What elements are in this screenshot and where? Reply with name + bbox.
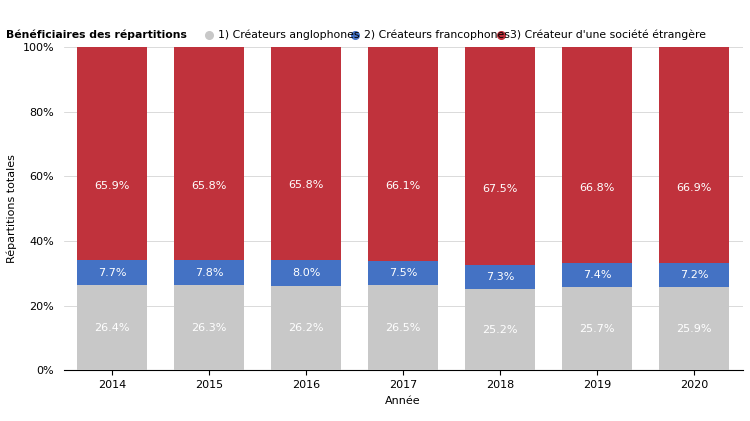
Text: 65.9%: 65.9% <box>94 181 130 191</box>
Text: 26.2%: 26.2% <box>289 323 324 333</box>
Text: 25.9%: 25.9% <box>676 324 712 333</box>
Text: 7.7%: 7.7% <box>98 268 127 278</box>
Bar <box>368 285 438 370</box>
Text: 7.8%: 7.8% <box>195 268 223 278</box>
Bar <box>659 47 729 264</box>
Text: 66.1%: 66.1% <box>386 181 421 191</box>
Text: 25.2%: 25.2% <box>482 325 518 335</box>
Bar <box>368 261 438 285</box>
Bar <box>77 285 147 370</box>
Text: 26.3%: 26.3% <box>191 323 227 333</box>
Text: 7.2%: 7.2% <box>680 270 708 280</box>
Bar <box>659 264 729 287</box>
Bar <box>562 288 632 370</box>
Text: 7.5%: 7.5% <box>389 268 417 278</box>
Text: 66.8%: 66.8% <box>579 183 615 193</box>
Text: Médias traditionnels : Répartitions aux créateurs de la SOCAN en fonction de la : Médias traditionnels : Répartitions aux … <box>6 7 750 17</box>
Text: 67.5%: 67.5% <box>482 184 518 194</box>
Text: 2) Créateurs francophones: 2) Créateurs francophones <box>364 29 510 40</box>
Text: Bénéficiaires des répartitions: Bénéficiaires des répartitions <box>6 29 187 40</box>
Text: 1) Créateurs anglophones: 1) Créateurs anglophones <box>217 29 359 40</box>
Bar <box>272 260 341 286</box>
Bar <box>465 47 535 265</box>
Bar <box>368 47 438 261</box>
Text: 7.4%: 7.4% <box>583 270 611 280</box>
Text: 65.8%: 65.8% <box>289 181 324 190</box>
Text: 7.3%: 7.3% <box>486 272 514 282</box>
Text: 25.7%: 25.7% <box>579 324 615 334</box>
Bar <box>174 48 244 260</box>
Bar <box>174 260 244 285</box>
Bar <box>465 265 535 289</box>
Text: 26.5%: 26.5% <box>386 322 421 333</box>
Text: 8.0%: 8.0% <box>292 268 320 278</box>
Bar <box>174 285 244 370</box>
Bar <box>272 47 341 260</box>
Bar <box>77 47 147 260</box>
Text: 3) Créateur d'une société étrangère: 3) Créateur d'une société étrangère <box>510 29 706 40</box>
Y-axis label: Répartitions totales: Répartitions totales <box>6 155 16 263</box>
Bar <box>465 289 535 370</box>
Text: 66.9%: 66.9% <box>676 183 712 193</box>
Bar <box>659 287 729 370</box>
Text: 65.8%: 65.8% <box>191 181 227 191</box>
Bar <box>272 286 341 370</box>
X-axis label: Année: Année <box>386 396 421 406</box>
Bar <box>562 48 632 264</box>
Text: 26.4%: 26.4% <box>94 323 130 333</box>
Bar <box>77 260 147 285</box>
Bar <box>562 264 632 288</box>
